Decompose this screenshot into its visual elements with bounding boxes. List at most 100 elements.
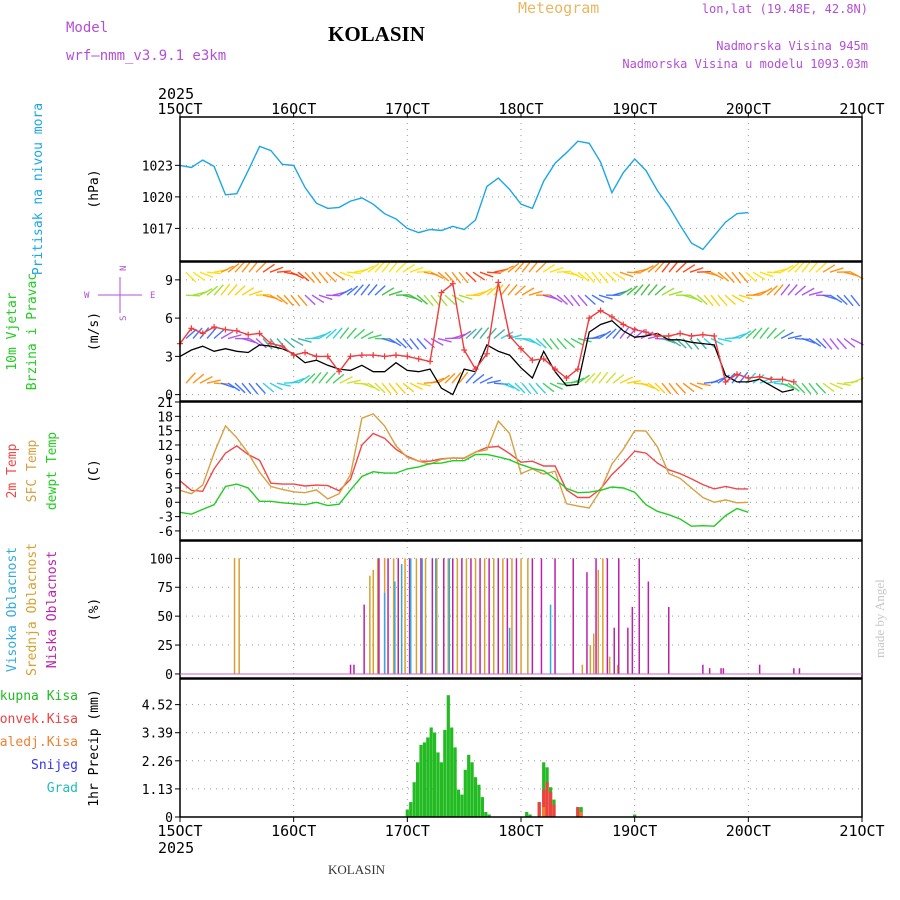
wind-direction-arrow (689, 294, 703, 303)
bar (405, 809, 409, 817)
bar (433, 732, 437, 817)
series-line (179, 453, 749, 527)
wind-direction-arrow (563, 337, 576, 349)
wind-direction-arrow (325, 372, 336, 384)
x-tick-label-top: 16OCT (271, 100, 316, 118)
gust-marker (688, 332, 695, 339)
wind-direction-arrow (311, 333, 326, 340)
year-label-bottom: 2025 (158, 839, 194, 857)
bar (793, 668, 795, 674)
y-tick-label: 9 (165, 274, 173, 289)
wind-direction-arrow (227, 284, 238, 296)
wind-direction-arrow (255, 261, 267, 273)
gust-marker (336, 368, 343, 375)
bar (528, 814, 532, 817)
wind-direction-arrow (724, 271, 735, 284)
compass-e: E (150, 291, 155, 301)
wind-direction-arrow (780, 382, 795, 390)
bar (480, 797, 484, 817)
wind-direction-arrow (584, 271, 595, 284)
wind-direction-arrow (367, 382, 381, 392)
bar (412, 782, 416, 817)
wind-direction-arrow (402, 382, 415, 393)
bar (426, 737, 430, 817)
series-line (179, 413, 749, 509)
model-label: Model (66, 20, 109, 36)
y-tick-label: 0 (165, 668, 173, 683)
gust-marker (472, 366, 479, 373)
wind-direction-arrow (787, 284, 798, 296)
y-tick-label: 3 (165, 482, 173, 497)
compass-n: N (119, 266, 129, 271)
y-tick-label: 50 (157, 610, 173, 625)
bar (443, 558, 445, 674)
year-label-top: 2025 (158, 85, 194, 103)
x-tick-label-top: 21OCT (839, 100, 884, 118)
wind-direction-arrow (612, 373, 625, 384)
wind-direction-arrow (514, 285, 526, 296)
wind-direction-arrow (458, 271, 469, 284)
y-unit-label: 1hr Precip (mm) (87, 689, 102, 806)
wind-direction-arrow (500, 331, 514, 340)
wind-direction-arrow (353, 284, 364, 296)
wind-direction-arrow (318, 271, 329, 284)
wind-direction-arrow (381, 287, 395, 296)
y-unit-label: (%) (87, 598, 102, 621)
wind-direction-arrow (577, 271, 590, 282)
bar (383, 593, 386, 674)
wind-direction-arrow (794, 285, 807, 296)
wind-direction-arrow (367, 262, 380, 273)
wind-direction-arrow (479, 287, 493, 296)
wind-direction-arrow (752, 271, 766, 281)
wind-direction-arrow (507, 334, 522, 340)
wind-direction-arrow (437, 337, 452, 343)
watermark: made by Angel (872, 579, 887, 658)
gust-marker (256, 330, 263, 337)
x-tick-label-bottom: 19OCT (612, 822, 657, 840)
gust-marker (347, 353, 354, 360)
panel-wind: 0 3 6 9 N S W E (m/s) 10m Vjetar Brzina i Pravac (5, 260, 865, 404)
wind-direction-arrow (283, 337, 295, 349)
wind-direction-arrow (717, 294, 728, 307)
wind-direction-arrow (360, 283, 371, 296)
wind-direction-arrow (647, 382, 660, 392)
wind-direction-arrow (402, 338, 413, 350)
wind-direction-arrow (234, 261, 246, 273)
wind-direction-arrow (199, 376, 213, 384)
wind-direction-arrow (416, 294, 429, 305)
series-line (179, 140, 749, 251)
gust-marker (222, 326, 229, 333)
gust-marker (449, 280, 456, 287)
bar (456, 789, 461, 817)
wind-direction-arrow (717, 337, 732, 343)
wind-direction-arrow (346, 271, 362, 275)
wind-direction-arrow (241, 287, 255, 296)
bar (540, 558, 543, 674)
gust-marker (654, 332, 661, 339)
panel-clouds: 0 25 50 75 100 (%) Visoka Oblacnost Srednja Obl… (5, 540, 863, 683)
wind-direction-arrow (822, 264, 836, 273)
wind-direction-arrow (241, 260, 252, 273)
legend-label: dewpt Temp (45, 432, 60, 510)
bar (436, 558, 438, 674)
wind-direction-arrow (276, 270, 292, 273)
wind-direction-arrow (423, 294, 434, 307)
wind-direction-arrow (549, 338, 560, 350)
x-tick-label-top: 20OCT (726, 100, 771, 118)
bar (647, 581, 650, 674)
wind-direction-arrow (731, 271, 742, 284)
wind-direction-arrow (486, 271, 502, 274)
y-tick-label: 15 (157, 425, 173, 440)
wind-direction-arrow (220, 283, 231, 296)
wind-direction-arrow (486, 285, 499, 296)
wind-direction-arrow (192, 373, 205, 384)
wind-direction-arrow (255, 293, 271, 296)
bar (404, 558, 406, 674)
wind-direction-arrow (668, 290, 683, 296)
wind-direction-arrow (465, 372, 477, 384)
wind-direction-arrow (801, 287, 815, 296)
model-name: wrf—nmm_v3.9.1 e3km (66, 48, 227, 64)
wind-direction-arrow (640, 382, 655, 389)
gust-marker (733, 371, 740, 378)
